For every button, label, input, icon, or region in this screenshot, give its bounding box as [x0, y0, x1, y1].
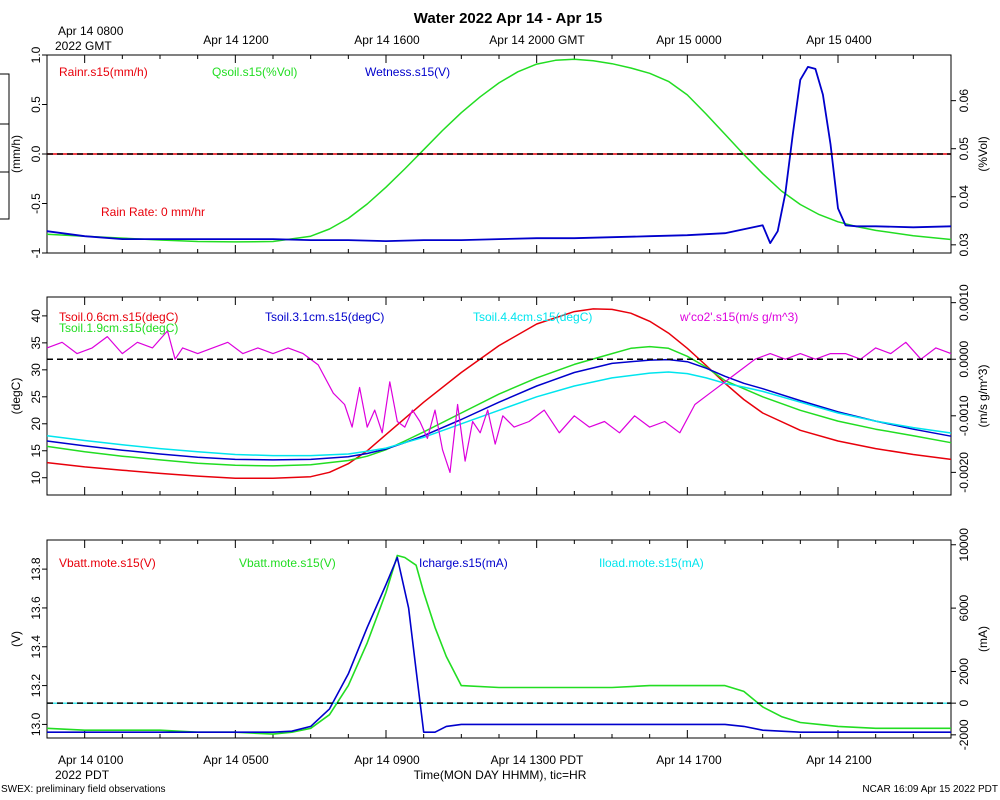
- axes-layer: -1 -0.5 0.0 0.5 1.0 (mm/h) 0.03 0.04 0.05 0.06 (%V…: [9, 46, 990, 750]
- gmt-tick-label: 2022 GMT: [55, 39, 112, 53]
- left-y-tick-label: 1.0: [29, 46, 43, 63]
- figure-title: Water 2022 Apr 14 - Apr 15: [414, 10, 602, 27]
- left-y-tick-label: -1: [29, 247, 43, 258]
- right-y-tick-label: -2000: [957, 719, 971, 750]
- gmt-tick-label: Apr 14 1200: [203, 33, 269, 47]
- pdt-tick-label: Apr 14 1700: [656, 753, 722, 767]
- legend-tsoil-1-9cm: Tsoil.1.9cm.s15(degC): [59, 321, 178, 335]
- left-y-tick-label: 13.4: [29, 635, 43, 659]
- left-y-tick-label: 13.2: [29, 674, 43, 698]
- right-y-tick-label: 6000: [957, 594, 971, 621]
- legend-wetness: Wetness.s15(V): [365, 65, 450, 79]
- legend-wco2: w'co2'.s15(m/s g/m^3): [679, 310, 798, 324]
- right-y-tick-label: 10000: [957, 528, 971, 562]
- cropped-legend-box: [0, 73, 10, 220]
- legend-tsoil-3-1cm: Tsoil.3.1cm.s15(degC): [265, 310, 384, 324]
- legend-rainr: Rainr.s15(mm/h): [59, 65, 148, 79]
- left-y-tick-label: 13.8: [29, 557, 43, 581]
- left-axis-label: (mm/h): [9, 135, 23, 173]
- footer-left: SWEX: preliminary field observations: [1, 784, 166, 795]
- left-y-tick-label: 13.0: [29, 712, 43, 736]
- left-y-tick-label: 0.0: [29, 145, 43, 162]
- legend-qsoil: Qsoil.s15(%Vol): [212, 65, 297, 79]
- left-y-tick-label: 20: [29, 417, 43, 431]
- legend-tsoil-0-6cm: Tsoil.0.6cm.s15(degC): [59, 310, 178, 324]
- right-y-tick-label: 0.04: [957, 185, 971, 209]
- left-axis-label: (degC): [9, 378, 23, 415]
- series-line-wetness-s15: [46, 66, 952, 245]
- right-axis-label: (m/s g/m^3): [976, 365, 990, 428]
- left-y-tick-label: 30: [29, 363, 43, 377]
- legend-iload: Iload.mote.s15(mA): [599, 556, 704, 570]
- series-line-tsoil-3-1cm-s15-degc: [46, 358, 952, 461]
- gmt-tick-label: Apr 15 0400: [806, 33, 872, 47]
- left-y-tick-label: -0.5: [29, 193, 43, 214]
- left-y-tick-label: 0.5: [29, 96, 43, 113]
- right-y-tick-label: 0.05: [957, 137, 971, 161]
- right-axis-label: (%Vol): [976, 136, 990, 171]
- left-y-tick-label: 15: [29, 444, 43, 458]
- rain-rate-annotation: Rain Rate: 0 mm/hr: [101, 205, 205, 219]
- right-y-tick-label: -0.0010: [957, 395, 971, 436]
- series-line-tsoil-4-4cm-s15-degc: [46, 371, 952, 457]
- right-y-tick-label: -0.0020: [957, 452, 971, 493]
- legend-vbatt-red: Vbatt.mote.s15(V): [59, 556, 156, 570]
- pdt-tick-label: Apr 14 0900: [354, 753, 420, 767]
- series-line-vbatt-mote-s15-v: [46, 554, 951, 735]
- series-line-w-co2-s15-m-s-g-m-3: [46, 330, 952, 473]
- left-y-tick-label: 40: [29, 309, 43, 323]
- left-y-tick-label: 35: [29, 336, 43, 350]
- gmt-tick-label: Apr 14 2000 GMT: [489, 33, 585, 47]
- series-layer: [46, 58, 952, 735]
- pdt-tick-label: Apr 14 2100: [806, 753, 872, 767]
- pdt-tick-label: Apr 14 1300 PDT: [491, 753, 584, 767]
- gmt-tick-label: Apr 14 0800: [58, 24, 124, 38]
- right-y-tick-label: 0.0010: [957, 284, 971, 321]
- right-y-tick-label: 0.06: [957, 89, 971, 113]
- panel-2-frame: [46, 296, 952, 496]
- pdt-tick-label: 2022 PDT: [55, 768, 110, 782]
- pdt-tick-label: Apr 14 0500: [203, 753, 269, 767]
- left-y-tick-label: 13.6: [29, 596, 43, 620]
- right-y-tick-label: 0: [957, 699, 971, 706]
- right-y-tick-label: 2000: [957, 658, 971, 685]
- gmt-tick-label: Apr 15 0000: [656, 33, 722, 47]
- left-y-tick-label: 10: [29, 471, 43, 485]
- series-line-tsoil-1-9cm-s15-degc: [46, 345, 952, 467]
- series-line-icharge-s15-ma: [47, 556, 951, 734]
- x-axis-label: Time(MON DAY HHMM), tic=HR: [414, 768, 587, 782]
- left-axis-label: (V): [9, 631, 23, 647]
- right-y-tick-label: 0.03: [957, 233, 971, 257]
- gmt-tick-label: Apr 14 1600: [354, 33, 420, 47]
- right-axis-label: (mA): [976, 626, 990, 652]
- legend-icharge: Icharge.s15(mA): [419, 556, 508, 570]
- series-line-tsoil-0-6cm-s15-degc: [46, 308, 952, 480]
- legend-vbatt-green: Vbatt.mote.s15(V): [239, 556, 336, 570]
- legend-tsoil-4-4cm: Tsoil.4.4cm.s15(degC): [473, 310, 592, 324]
- pdt-tick-label: Apr 14 0100: [58, 753, 124, 767]
- left-y-tick-label: 25: [29, 390, 43, 404]
- footer-right: NCAR 16:09 Apr 15 2022 PDT: [862, 784, 998, 795]
- right-y-tick-label: 0.0000: [957, 341, 971, 378]
